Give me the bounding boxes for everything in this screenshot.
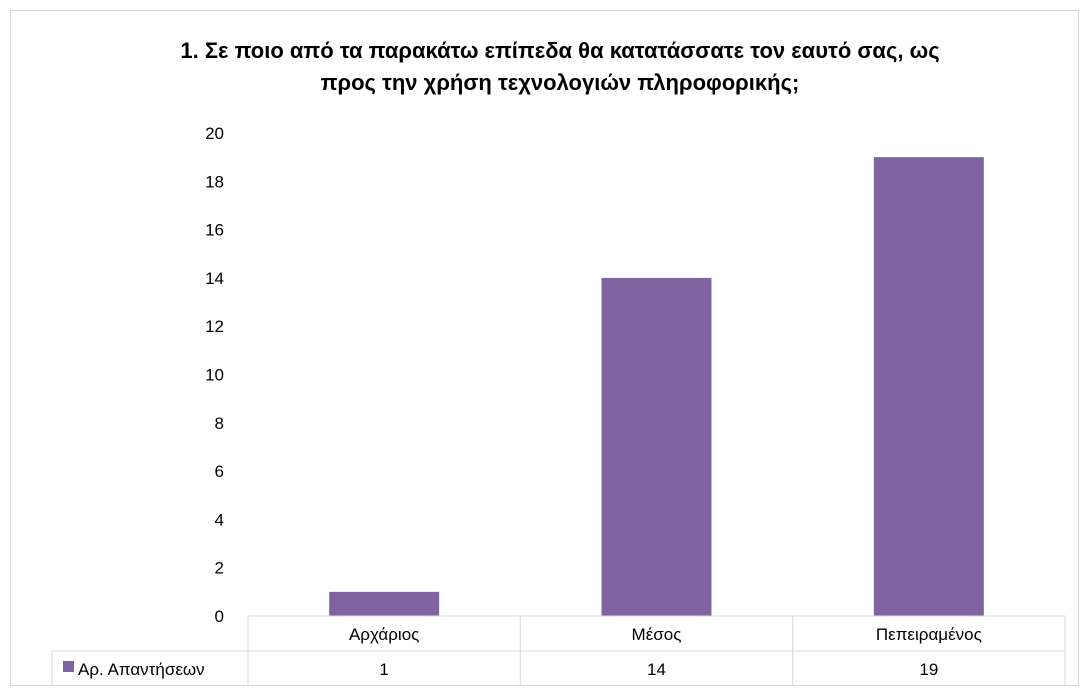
- y-tick-label: 12: [205, 317, 224, 336]
- bars: [329, 157, 984, 616]
- data-table: Αρχάριος Μέσος Πεπειραμένος Αρ. Απαντήσεων 1…: [51, 615, 1066, 686]
- chart-title: 1. Σε ποιο από τα παρακάτω επίπεδα θα κα…: [180, 38, 939, 95]
- bar-1: [329, 591, 440, 616]
- data-label: 14: [647, 660, 666, 679]
- data-label: 1: [379, 660, 388, 679]
- category-label: Μέσος: [632, 625, 682, 644]
- y-tick-label: 10: [205, 366, 224, 385]
- series-name: Αρ. Απαντήσεων: [78, 660, 205, 679]
- y-tick-label: 14: [205, 269, 224, 288]
- y-tick-label: 18: [205, 172, 224, 191]
- y-tick-label: 20: [205, 124, 224, 143]
- y-tick-label: 4: [215, 510, 224, 529]
- y-axis: 0 2 4 6 8 10 12 14 16 18 20: [205, 124, 224, 626]
- chart-title-line-1: 1. Σε ποιο από τα παρακάτω επίπεδα θα κα…: [180, 38, 939, 63]
- legend-key: [63, 661, 74, 672]
- bar-2: [601, 277, 712, 616]
- y-tick-label: 6: [215, 462, 224, 481]
- y-tick-label: 8: [215, 414, 224, 433]
- y-tick-label: 16: [205, 221, 224, 240]
- chart-title-line-2: προς την χρήση τεχνολογιών πληροφορικής;: [321, 70, 800, 95]
- y-tick-label: 2: [215, 559, 224, 578]
- category-label: Πεπειραμένος: [876, 625, 982, 644]
- y-tick-label: 0: [215, 607, 224, 626]
- data-label: 19: [919, 660, 938, 679]
- category-label: Αρχάριος: [349, 625, 419, 644]
- bar-3: [873, 157, 984, 616]
